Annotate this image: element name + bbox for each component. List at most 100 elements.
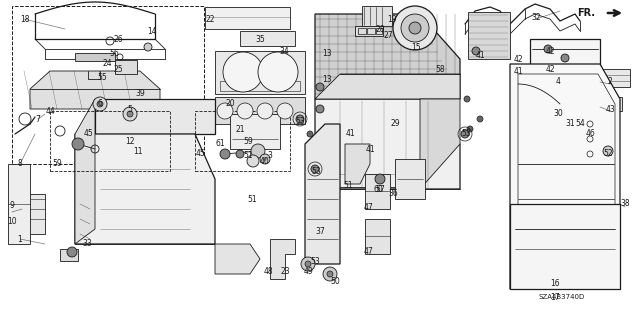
Polygon shape	[30, 71, 160, 109]
Polygon shape	[315, 99, 460, 189]
Circle shape	[393, 6, 437, 50]
Text: 45: 45	[195, 150, 205, 159]
Bar	[600, 69, 630, 87]
Text: 10: 10	[7, 218, 17, 226]
Bar	[362, 6, 392, 26]
Polygon shape	[305, 124, 340, 264]
Text: 45: 45	[83, 130, 93, 138]
Text: 42: 42	[545, 64, 555, 73]
Circle shape	[603, 146, 613, 156]
Polygon shape	[365, 219, 390, 254]
Text: 59: 59	[52, 160, 62, 168]
Text: 46: 46	[585, 130, 595, 138]
Circle shape	[127, 111, 133, 117]
Circle shape	[301, 257, 315, 271]
Text: 53: 53	[461, 130, 471, 138]
Text: 25: 25	[113, 64, 123, 73]
Circle shape	[307, 131, 313, 137]
Text: 22: 22	[205, 14, 215, 24]
Text: 12: 12	[125, 137, 135, 145]
Circle shape	[258, 52, 298, 92]
Text: 44: 44	[45, 107, 55, 115]
Circle shape	[464, 96, 470, 102]
Text: 13: 13	[322, 49, 332, 58]
Text: 26: 26	[113, 34, 123, 43]
Text: 8: 8	[18, 160, 22, 168]
Text: 40: 40	[260, 158, 270, 167]
Text: 47: 47	[363, 248, 373, 256]
Circle shape	[461, 130, 469, 138]
Text: 27: 27	[383, 32, 393, 41]
Circle shape	[220, 149, 230, 159]
Text: 35: 35	[255, 34, 265, 43]
Circle shape	[144, 43, 152, 51]
Text: 53: 53	[310, 257, 320, 266]
Circle shape	[467, 126, 473, 132]
Circle shape	[97, 101, 103, 107]
Polygon shape	[215, 97, 305, 124]
Text: 54: 54	[575, 120, 585, 129]
Text: 23: 23	[280, 266, 290, 276]
Circle shape	[316, 105, 324, 113]
Circle shape	[72, 138, 84, 150]
Circle shape	[472, 47, 480, 55]
Text: FR.: FR.	[577, 8, 595, 18]
Circle shape	[401, 14, 429, 42]
Text: 60: 60	[373, 184, 383, 194]
Text: 20: 20	[225, 100, 235, 108]
Text: 2: 2	[607, 78, 612, 86]
Text: 5: 5	[127, 105, 132, 114]
Text: 52: 52	[603, 150, 613, 159]
Bar	[8, 164, 30, 244]
Text: 57: 57	[375, 184, 385, 194]
Bar	[230, 114, 280, 149]
Text: 58: 58	[435, 64, 445, 73]
Bar	[367, 28, 375, 34]
Polygon shape	[420, 99, 460, 189]
Circle shape	[327, 271, 333, 277]
Circle shape	[237, 103, 253, 119]
Text: 41: 41	[513, 66, 523, 76]
Circle shape	[263, 157, 267, 161]
Text: 49: 49	[303, 268, 313, 277]
Bar	[12, 6, 204, 164]
Bar	[115, 60, 137, 74]
Bar	[60, 249, 78, 261]
Circle shape	[251, 144, 265, 158]
Polygon shape	[315, 14, 460, 99]
Circle shape	[123, 107, 137, 121]
Bar	[220, 81, 300, 91]
Circle shape	[477, 116, 483, 122]
Text: 3: 3	[268, 152, 273, 160]
Text: 21: 21	[236, 124, 244, 133]
Text: 42: 42	[513, 55, 523, 63]
Text: 51: 51	[243, 152, 253, 160]
Text: 7: 7	[36, 115, 40, 123]
Text: 53: 53	[311, 167, 321, 175]
Text: 29: 29	[390, 120, 400, 129]
Bar	[395, 159, 425, 199]
Bar	[600, 97, 622, 111]
Circle shape	[375, 174, 385, 184]
Polygon shape	[468, 12, 510, 59]
Text: 38: 38	[620, 199, 630, 209]
Text: 51: 51	[247, 195, 257, 204]
Text: 28: 28	[375, 25, 385, 33]
Circle shape	[236, 150, 244, 158]
Polygon shape	[510, 64, 620, 289]
Text: 43: 43	[605, 105, 615, 114]
Text: 15: 15	[411, 42, 421, 51]
Circle shape	[561, 54, 569, 62]
Text: 19: 19	[387, 14, 397, 24]
Polygon shape	[315, 74, 460, 99]
Circle shape	[217, 103, 233, 119]
Circle shape	[296, 115, 304, 123]
Circle shape	[93, 97, 107, 111]
Text: 17: 17	[550, 293, 560, 301]
Polygon shape	[345, 144, 370, 184]
Text: 36: 36	[388, 189, 398, 198]
Circle shape	[305, 261, 311, 267]
Circle shape	[323, 267, 337, 281]
Text: 34: 34	[279, 47, 289, 56]
Bar	[195, 111, 290, 171]
